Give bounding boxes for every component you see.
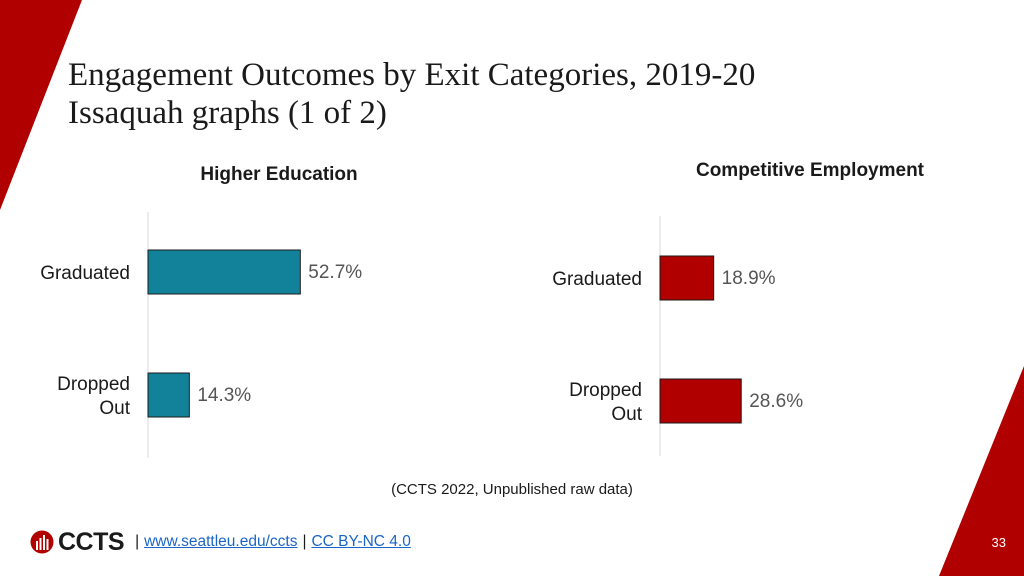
data-label: 28.6% (749, 391, 803, 412)
chart-title: Higher Education (200, 164, 358, 185)
competitive-employment-bars: 18.9% Graduated 28.6% Dropped Out (552, 216, 803, 456)
category-tick-label: Dropped (57, 374, 130, 395)
bottom-right-accent-shape (939, 366, 1024, 576)
footer: CCTS | www.seattleu.edu/ccts | CC BY-NC … (30, 528, 411, 556)
bar (659, 378, 742, 424)
footer-separator: | (135, 533, 140, 550)
slide-title: Engagement Outcomes by Exit Categories, … (68, 56, 968, 132)
source-citation: (CCTS 2022, Unpublished raw data) (391, 481, 633, 498)
bar (147, 372, 190, 418)
page-number: 33 (991, 535, 1006, 550)
ccts-logo-text: CCTS (58, 527, 125, 556)
data-label: 52.7% (308, 262, 362, 283)
slide-title-line-2: Issaquah graphs (1 of 2) (68, 95, 387, 131)
footer-separator: | (302, 533, 307, 550)
category-tick-label: Dropped (569, 380, 642, 401)
category-tick-label: Graduated (552, 269, 642, 290)
seattleu-link[interactable]: www.seattleu.edu/ccts (144, 533, 298, 550)
higher-education-chart: Higher Education 52.7% Graduated 14.3% Drop… (0, 150, 500, 470)
data-label: 18.9% (722, 268, 776, 289)
category-tick-label: Out (611, 404, 642, 425)
bar (147, 249, 301, 295)
bar (659, 255, 715, 301)
top-left-accent-shape (0, 0, 82, 210)
higher-education-bars: 52.7% Graduated 14.3% Dropped Out (40, 212, 362, 458)
license-link[interactable]: CC BY-NC 4.0 (311, 533, 411, 550)
ccts-logo-icon (30, 530, 54, 554)
competitive-employment-chart: Competitive Employment 18.9% Graduated 28.… (512, 150, 1012, 470)
category-tick-label: Graduated (40, 263, 130, 284)
data-label: 14.3% (197, 385, 251, 406)
chart-title: Competitive Employment (695, 160, 925, 181)
category-tick-label: Out (99, 398, 130, 419)
slide-title-line-1: Engagement Outcomes by Exit Categories, … (68, 57, 756, 93)
